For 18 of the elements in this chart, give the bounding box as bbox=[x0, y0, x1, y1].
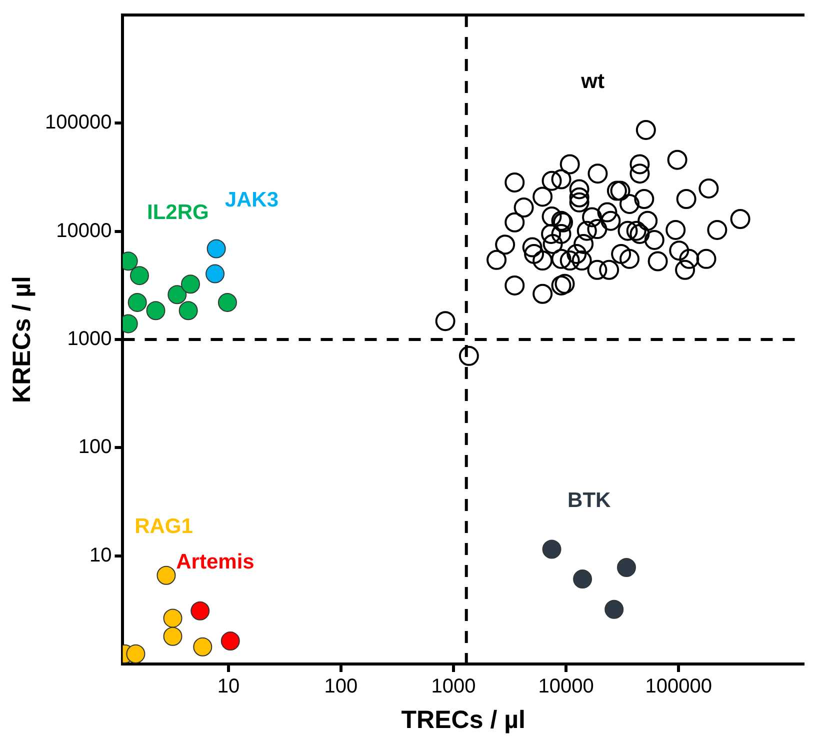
x-tick-label: 100 bbox=[324, 676, 358, 698]
series-label: RAG1 bbox=[134, 515, 194, 538]
x-tick-label: 1000 bbox=[431, 676, 476, 698]
y-tick-label: 1000 bbox=[67, 328, 112, 350]
y-tick-label: 100 bbox=[78, 436, 112, 458]
y-axis-title: KRECs / µl bbox=[8, 276, 36, 403]
x-tick-label: 10000 bbox=[538, 676, 594, 698]
text: wt bbox=[580, 70, 604, 93]
x-tick-label: 10 bbox=[217, 676, 240, 698]
x-tick-label: 100000 bbox=[645, 676, 712, 698]
x-axis-title: TRECs / µl bbox=[401, 706, 526, 734]
y-tick-label: 10 bbox=[89, 544, 112, 566]
y-tick-label: 100000 bbox=[44, 112, 112, 134]
y-tick-label: 10000 bbox=[56, 220, 112, 242]
series-label: IL2RG bbox=[146, 200, 209, 224]
series-label: BTK bbox=[568, 489, 611, 512]
series-label: JAK3 bbox=[224, 188, 279, 212]
series-label: Artemis bbox=[176, 550, 254, 574]
